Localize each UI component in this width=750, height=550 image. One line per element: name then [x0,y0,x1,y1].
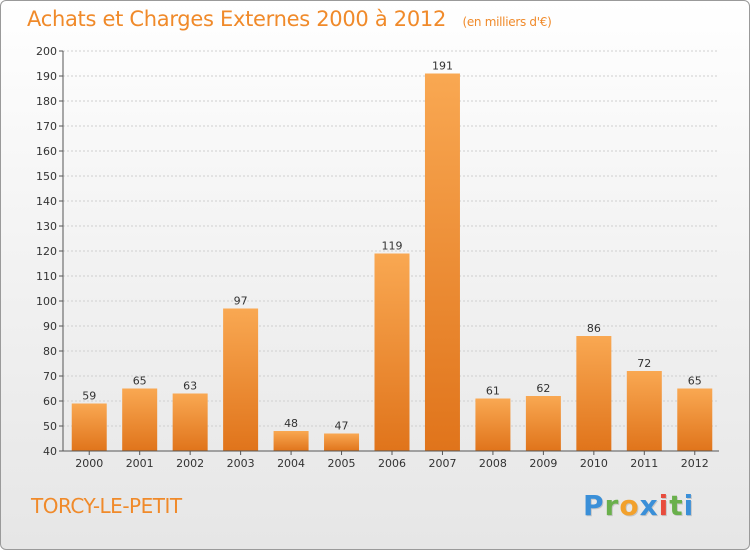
x-tick-label: 2004 [277,457,305,470]
y-tick-label: 90 [43,320,57,333]
bar [525,396,561,451]
bar-value-label: 47 [335,420,349,433]
x-tick-label: 2009 [529,457,557,470]
bar-value-label: 97 [234,295,248,308]
place-name: TORCY-LE-PETIT [31,494,182,518]
bar-value-label: 59 [82,390,96,403]
bar-value-label: 119 [382,240,403,253]
y-tick-label: 70 [43,370,57,383]
bar [626,371,662,451]
y-tick-label: 50 [43,420,57,433]
y-tick-label: 180 [36,95,57,108]
x-tick-label: 2005 [328,457,356,470]
x-tick-label: 2000 [75,457,103,470]
bar [424,73,460,451]
logo-letter: r [604,489,620,522]
bar-value-label: 48 [284,417,298,430]
bar [122,388,158,451]
bar-value-label: 61 [486,385,500,398]
x-tick-label: 2001 [126,457,154,470]
y-tick-label: 40 [43,445,57,458]
x-tick-label: 2006 [378,457,406,470]
y-tick-label: 150 [36,170,57,183]
proxiti-logo: Proxiti [583,489,694,522]
bar-value-label: 62 [536,382,550,395]
y-tick-label: 130 [36,220,57,233]
bar [273,431,309,451]
bar [576,336,612,451]
y-tick-label: 80 [43,345,57,358]
chart-title: Achats et Charges Externes 2000 à 2012 (… [27,7,552,31]
y-tick-label: 190 [36,70,57,83]
bar [324,433,360,451]
bar [475,398,511,451]
y-tick-label: 160 [36,145,57,158]
bar-value-label: 63 [183,380,197,393]
y-tick-label: 60 [43,395,57,408]
x-tick-label: 2003 [227,457,255,470]
chart-subtitle: (en milliers d'€) [462,15,552,29]
x-tick-label: 2008 [479,457,507,470]
bar-value-label: 65 [133,375,147,388]
logo-letter: o [619,489,640,522]
x-tick-label: 2011 [630,457,658,470]
y-tick-label: 120 [36,245,57,258]
x-tick-label: 2007 [428,457,456,470]
y-tick-label: 170 [36,120,57,133]
x-tick-label: 2010 [580,457,608,470]
bar [172,393,208,451]
y-tick-label: 100 [36,295,57,308]
chart-title-text: Achats et Charges Externes 2000 à 2012 [27,7,447,31]
y-tick-label: 110 [36,270,57,283]
bar [374,253,410,451]
bar [71,403,107,451]
bar-value-label: 191 [432,60,453,73]
bar-value-label: 65 [688,375,702,388]
x-tick-label: 2002 [176,457,204,470]
bar-value-label: 72 [637,357,651,370]
logo-letter: i [658,489,670,522]
logo-letter: P [583,489,605,522]
bar [223,308,259,451]
y-tick-label: 140 [36,195,57,208]
y-tick-label: 200 [36,45,57,58]
x-tick-label: 2012 [681,457,709,470]
logo-letter: i [683,489,695,522]
bar-value-label: 86 [587,322,601,335]
logo-letter: t [669,489,684,522]
logo-letter: x [639,489,659,522]
bar [677,388,713,451]
